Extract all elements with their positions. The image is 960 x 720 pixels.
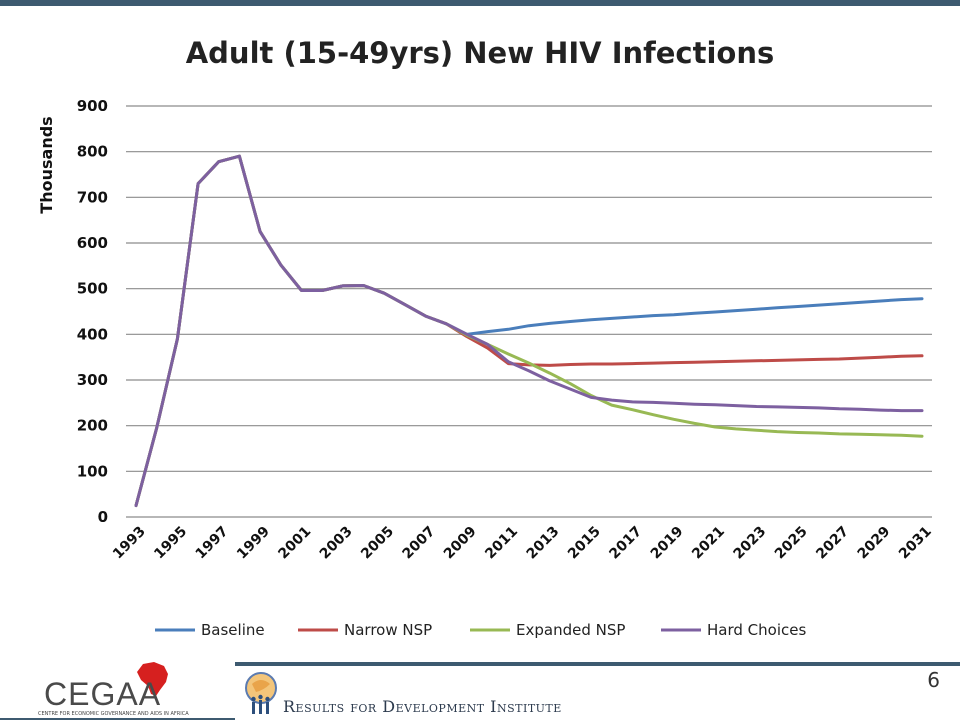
chart-title: Adult (15-49yrs) New HIV Infections bbox=[185, 36, 775, 70]
cegaa-logo-text: CEGAA bbox=[44, 676, 162, 712]
cegaa-logo bbox=[137, 662, 168, 696]
x-tick-label: 2021 bbox=[689, 524, 728, 563]
legend-label: Baseline bbox=[201, 621, 265, 639]
x-tick-label: 2025 bbox=[772, 524, 811, 563]
x-tick-label: 2005 bbox=[358, 524, 397, 563]
y-tick-label: 700 bbox=[77, 188, 108, 206]
x-tick-label: 2031 bbox=[896, 524, 935, 563]
grid-layer bbox=[126, 105, 932, 518]
y-tick-labels: 0 100 200 300 400 500 600 700 800 900 bbox=[77, 97, 108, 526]
x-tick-label: 2009 bbox=[441, 524, 480, 563]
africa-map-icon bbox=[137, 662, 168, 696]
y-axis-label: Thousands bbox=[37, 116, 56, 213]
y-tick-label: 400 bbox=[77, 325, 108, 343]
x-tick-labels: 1993 1995 1997 1999 2001 2003 2005 2007 2009 2011… bbox=[110, 524, 935, 563]
y-tick-label: 300 bbox=[77, 371, 108, 389]
y-tick-label: 900 bbox=[77, 97, 108, 115]
x-tick-label: 2029 bbox=[855, 524, 894, 563]
series-layer bbox=[134, 154, 924, 508]
top-accent-bar bbox=[0, 0, 960, 6]
x-tick-label: 2013 bbox=[524, 524, 563, 563]
x-tick-label: 1999 bbox=[234, 524, 273, 563]
x-tick-label: 2015 bbox=[565, 524, 604, 563]
footer-divider bbox=[235, 662, 960, 666]
x-tick-label: 2007 bbox=[400, 524, 439, 563]
cegaa-logo-subtitle: CENTRE FOR ECONOMIC GOVERNANCE AND AIDS … bbox=[38, 711, 189, 717]
x-tick-label: 1993 bbox=[110, 524, 149, 563]
x-tick-label: 1995 bbox=[151, 524, 190, 563]
x-tick-label: 2023 bbox=[730, 524, 769, 563]
legend: Baseline Narrow NSP Expanded NSP Hard Choic… bbox=[155, 621, 806, 639]
legend-label: Expanded NSP bbox=[516, 621, 625, 639]
x-tick-label: 2019 bbox=[648, 524, 687, 563]
rdi-logo-text: Results for Development Institute bbox=[283, 697, 562, 716]
legend-label: Hard Choices bbox=[707, 621, 806, 639]
y-tick-label: 800 bbox=[77, 143, 108, 161]
x-tick-label: 2011 bbox=[482, 524, 521, 563]
y-tick-label: 500 bbox=[77, 280, 108, 298]
page-number: 6 bbox=[927, 668, 940, 692]
x-tick-label: 2003 bbox=[317, 524, 356, 563]
rdi-globe-icon bbox=[245, 672, 277, 714]
y-tick-label: 0 bbox=[98, 508, 108, 526]
x-tick-label: 2001 bbox=[275, 524, 314, 563]
y-tick-label: 200 bbox=[77, 417, 108, 435]
x-tick-label: 2017 bbox=[606, 524, 645, 563]
series-line-hard-choices bbox=[134, 154, 924, 508]
x-tick-label: 2027 bbox=[813, 524, 852, 563]
y-tick-label: 100 bbox=[77, 462, 108, 480]
legend-label: Narrow NSP bbox=[344, 621, 432, 639]
x-tick-label: 1997 bbox=[193, 524, 232, 563]
footer-left-divider bbox=[0, 718, 235, 720]
y-tick-label: 600 bbox=[77, 234, 108, 252]
